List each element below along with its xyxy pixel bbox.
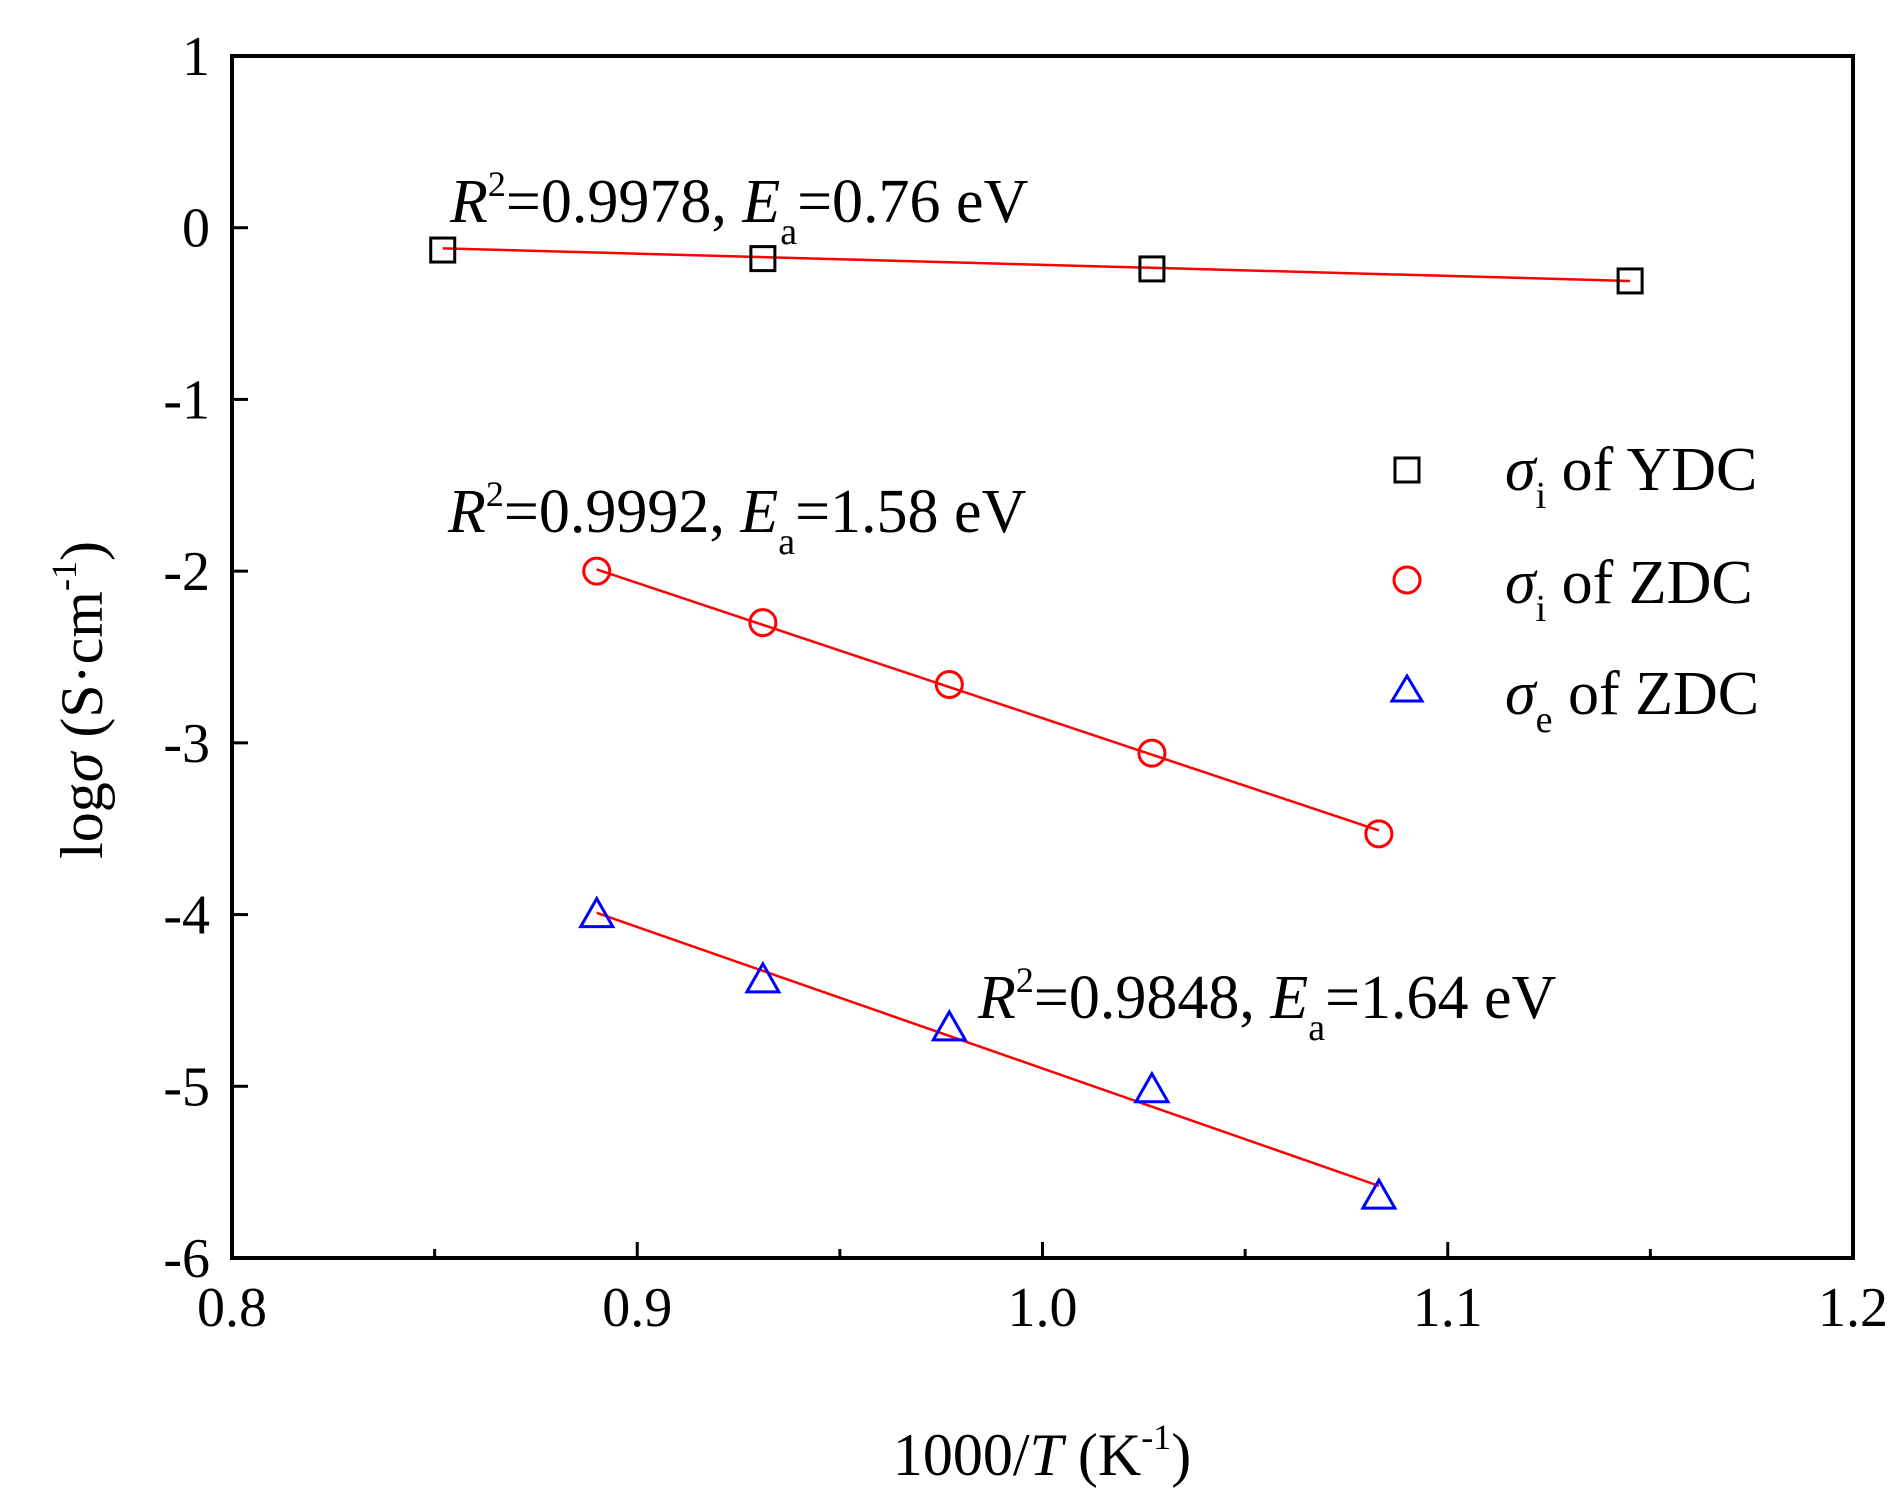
data-point-triangle — [930, 1008, 968, 1042]
y-tick-label: -3 — [163, 713, 210, 775]
y-axis-label: logσ (S·cm-1) — [44, 541, 115, 859]
data-point-circle — [934, 669, 964, 699]
data-point-circle — [1137, 738, 1167, 768]
annotation-zdc-ionic: R2=0.9992, Ea=1.58 eV — [447, 474, 1027, 563]
data-point-square — [429, 236, 457, 264]
data-point-square — [749, 245, 777, 273]
x-axis-label: 1000/T (K-1) — [893, 1417, 1191, 1488]
data-point-square — [1616, 267, 1644, 295]
x-tick-label: 1.1 — [1413, 1277, 1483, 1339]
legend-label-zdc-ionic: σi of ZDC — [1505, 549, 1753, 630]
y-tick-label: -1 — [163, 369, 210, 431]
x-tick-label: 0.8 — [197, 1277, 267, 1339]
fit-line-2 — [596, 911, 1380, 1188]
plot-frame — [230, 54, 1855, 1260]
annotation-ydc: R2=0.9978, Ea=0.76 eV — [449, 164, 1029, 253]
data-point-triangle — [1360, 1177, 1398, 1210]
data-point-circle — [582, 556, 612, 586]
x-tick-label: 0.9 — [602, 1277, 672, 1339]
legend-label-ydc: σi of YDC — [1505, 436, 1757, 517]
y-tick-label: -2 — [163, 541, 210, 603]
legend-marker-ydc — [1393, 456, 1421, 484]
data-point-circle — [1364, 819, 1394, 849]
data-point-triangle — [578, 895, 616, 929]
legend: σi of YDC σi of ZDC σe of ZDC — [1389, 436, 1759, 741]
axis-ticks: 0.8 0.9 1.0 1.1 1.2 1 0 -1 -2 -3 -4 -5 -6 — [163, 26, 1888, 1339]
x-tick-label: 1.0 — [1008, 1277, 1078, 1339]
data-markers — [429, 236, 1644, 1210]
x-tick-label: 1.2 — [1818, 1277, 1888, 1339]
data-point-triangle — [744, 960, 782, 994]
y-tick-label: 1 — [182, 26, 210, 88]
data-point-circle — [748, 608, 778, 638]
legend-marker-zdc-electronic — [1389, 673, 1425, 703]
fit-lines — [442, 247, 1631, 1188]
legend-label-zdc-electronic: σe of ZDC — [1505, 660, 1759, 741]
annotation-zdc-electronic: R2=0.9848, Ea=1.64 eV — [977, 960, 1557, 1049]
y-tick-label: 0 — [182, 198, 210, 260]
fit-line-0 — [442, 247, 1631, 283]
y-tick-label: -6 — [163, 1228, 210, 1290]
y-tick-label: -5 — [163, 1056, 210, 1118]
data-point-square — [1138, 255, 1166, 283]
y-tick-label: -4 — [163, 885, 210, 947]
legend-marker-zdc-ionic — [1392, 565, 1422, 595]
fit-line-1 — [596, 568, 1380, 832]
data-point-triangle — [1133, 1070, 1171, 1104]
